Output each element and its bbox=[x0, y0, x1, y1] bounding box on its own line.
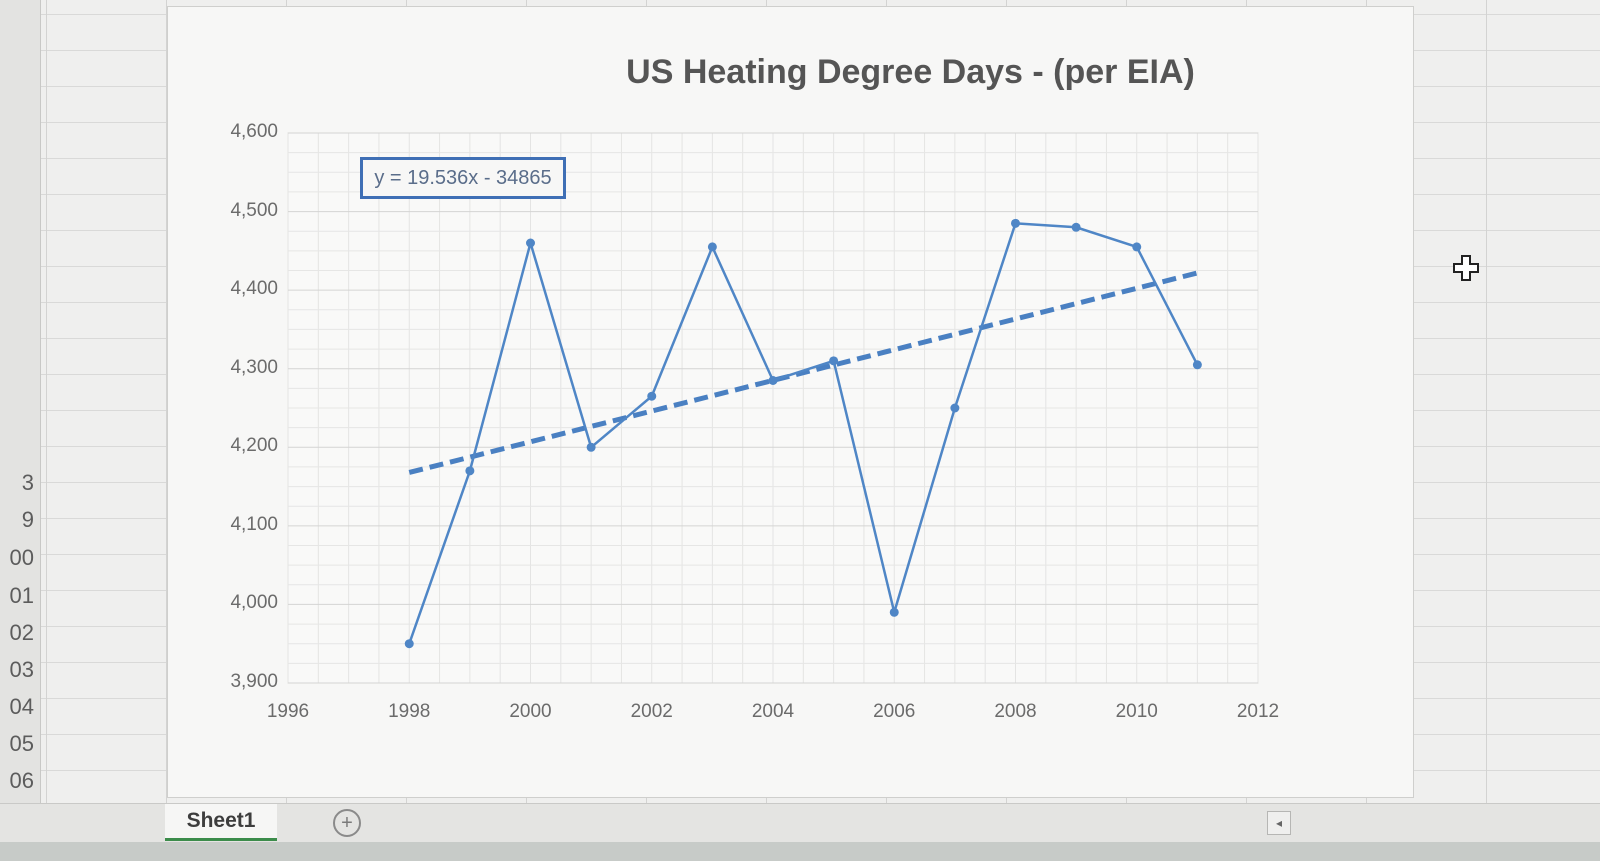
chart-area[interactable]: US Heating Degree Days - (per EIA) y = 1… bbox=[167, 6, 1414, 798]
y-tick-label: 4,400 bbox=[230, 278, 278, 300]
x-tick-label: 2008 bbox=[994, 701, 1037, 722]
row-number[interactable]: 00 bbox=[9, 545, 34, 570]
scroll-left-button[interactable]: ◂ bbox=[1267, 811, 1291, 835]
chart-plot bbox=[287, 132, 1259, 684]
data-point bbox=[1071, 222, 1081, 232]
data-point bbox=[768, 376, 778, 385]
row-number[interactable]: 06 bbox=[9, 768, 34, 793]
x-tick-label: 2000 bbox=[509, 701, 552, 722]
y-tick-label: 4,200 bbox=[230, 435, 278, 457]
data-point bbox=[889, 607, 899, 617]
row-number[interactable]: 01 bbox=[9, 583, 34, 608]
sheet-tab-sheet1[interactable]: Sheet1 bbox=[165, 804, 277, 841]
trendline bbox=[408, 270, 1198, 475]
y-tick-label: 4,000 bbox=[230, 592, 278, 614]
row-number[interactable]: 3 bbox=[21, 470, 34, 495]
y-tick-label: 3,900 bbox=[230, 671, 278, 692]
series-line bbox=[408, 222, 1199, 645]
plus-circle-icon: + bbox=[341, 812, 353, 834]
row-number[interactable]: 05 bbox=[9, 731, 34, 756]
row-number[interactable]: 03 bbox=[9, 657, 34, 682]
data-point bbox=[707, 242, 717, 252]
x-tick-label: 1998 bbox=[388, 701, 431, 722]
y-tick-label: 4,100 bbox=[230, 513, 278, 535]
data-point bbox=[1011, 218, 1020, 228]
chart-title: US Heating Degree Days - (per EIA) bbox=[626, 53, 1195, 91]
x-tick-label: 2012 bbox=[1236, 701, 1280, 722]
data-point bbox=[950, 403, 960, 413]
x-tick-label: 2006 bbox=[873, 701, 916, 722]
data-point bbox=[404, 639, 414, 649]
sheet-tab-bar: Sheet1 + ◂ bbox=[0, 803, 1600, 842]
x-tick-label: 1996 bbox=[266, 701, 310, 722]
data-point bbox=[1192, 360, 1202, 370]
status-bar bbox=[0, 842, 1600, 861]
row-number[interactable]: 04 bbox=[9, 694, 34, 719]
chevron-left-icon: ◂ bbox=[1275, 816, 1283, 830]
data-point bbox=[1132, 242, 1142, 252]
data-point bbox=[586, 442, 596, 452]
data-point bbox=[829, 356, 839, 366]
row-number-column[interactable]: 3 9 00 01 02 03 04 05 06 bbox=[0, 0, 41, 820]
y-tick-label: 4,500 bbox=[230, 199, 278, 221]
data-point bbox=[465, 466, 475, 476]
trendline-equation-label[interactable]: y = 19.536x - 34865 bbox=[360, 157, 566, 199]
y-tick-label: 4,600 bbox=[230, 121, 278, 142]
data-point bbox=[647, 391, 657, 401]
data-point bbox=[526, 238, 535, 248]
x-tick-label: 2004 bbox=[751, 701, 795, 722]
y-tick-label: 4,300 bbox=[230, 356, 278, 378]
row-number[interactable]: 9 bbox=[21, 507, 34, 532]
cell-select-cross-icon bbox=[1452, 254, 1480, 282]
row-number[interactable]: 02 bbox=[9, 620, 34, 645]
x-tick-label: 2002 bbox=[630, 701, 673, 722]
x-tick-label: 2010 bbox=[1115, 701, 1158, 722]
add-sheet-button[interactable]: + bbox=[333, 809, 361, 837]
